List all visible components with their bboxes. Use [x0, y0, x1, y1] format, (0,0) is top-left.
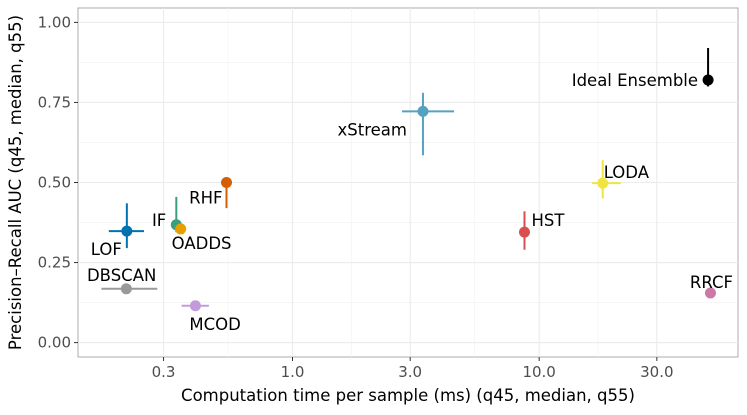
- y-tick-label: 1.00: [38, 13, 71, 31]
- y-tick-label: 0.00: [38, 334, 71, 352]
- x-tick-label: 1.0: [281, 363, 305, 381]
- point-label-dbscan: DBSCAN: [87, 266, 156, 285]
- point-ideal-ensemble: [702, 74, 714, 86]
- point-mcod: [189, 300, 201, 312]
- point-rhf: [220, 177, 232, 188]
- point-hst: [518, 226, 530, 238]
- point-lof: [121, 225, 133, 237]
- point-label-hst: HST: [531, 211, 565, 230]
- point-label-if: IF: [152, 211, 166, 230]
- y-tick-label: 0.50: [38, 174, 71, 192]
- point-label-xstream: xStream: [337, 120, 406, 139]
- y-tick-label: 0.25: [38, 254, 71, 272]
- point-label-loda: LODA: [604, 163, 650, 182]
- x-axis-ticks: 0.3 1.0 3.0 10.0 30.0: [152, 357, 674, 381]
- point-label-ideal-ensemble: Ideal Ensemble: [572, 71, 698, 90]
- x-tick-label: 30.0: [640, 363, 673, 381]
- y-axis-title: Precision–Recall AUC (q45, median, q55): [6, 15, 25, 350]
- x-tick-label: 10.0: [522, 363, 555, 381]
- point-oadds: [175, 223, 187, 235]
- point-labels: LOF IF OADDS RHF DBSCAN MCOD xStream HST LODA RRC…: [87, 71, 733, 334]
- point-label-mcod: MCOD: [189, 315, 240, 334]
- point-xstream: [417, 105, 429, 117]
- point-label-lof: LOF: [91, 240, 122, 259]
- point-label-oadds: OADDS: [172, 234, 232, 253]
- point-label-rhf: RHF: [189, 189, 222, 208]
- x-tick-label: 0.3: [152, 363, 176, 381]
- data-marks: [101, 48, 716, 312]
- y-tick-label: 0.75: [38, 93, 71, 111]
- point-loda: [597, 177, 609, 189]
- gridlines: [78, 8, 738, 357]
- point-rrcf: [704, 287, 716, 299]
- point-label-rrcf: RRCF: [690, 273, 733, 292]
- x-tick-label: 3.0: [398, 363, 422, 381]
- point-dbscan: [120, 283, 132, 295]
- y-axis-ticks: 0.00 0.25 0.50 0.75 1.00: [38, 13, 78, 352]
- x-axis-title: Computation time per sample (ms) (q45, m…: [181, 386, 635, 405]
